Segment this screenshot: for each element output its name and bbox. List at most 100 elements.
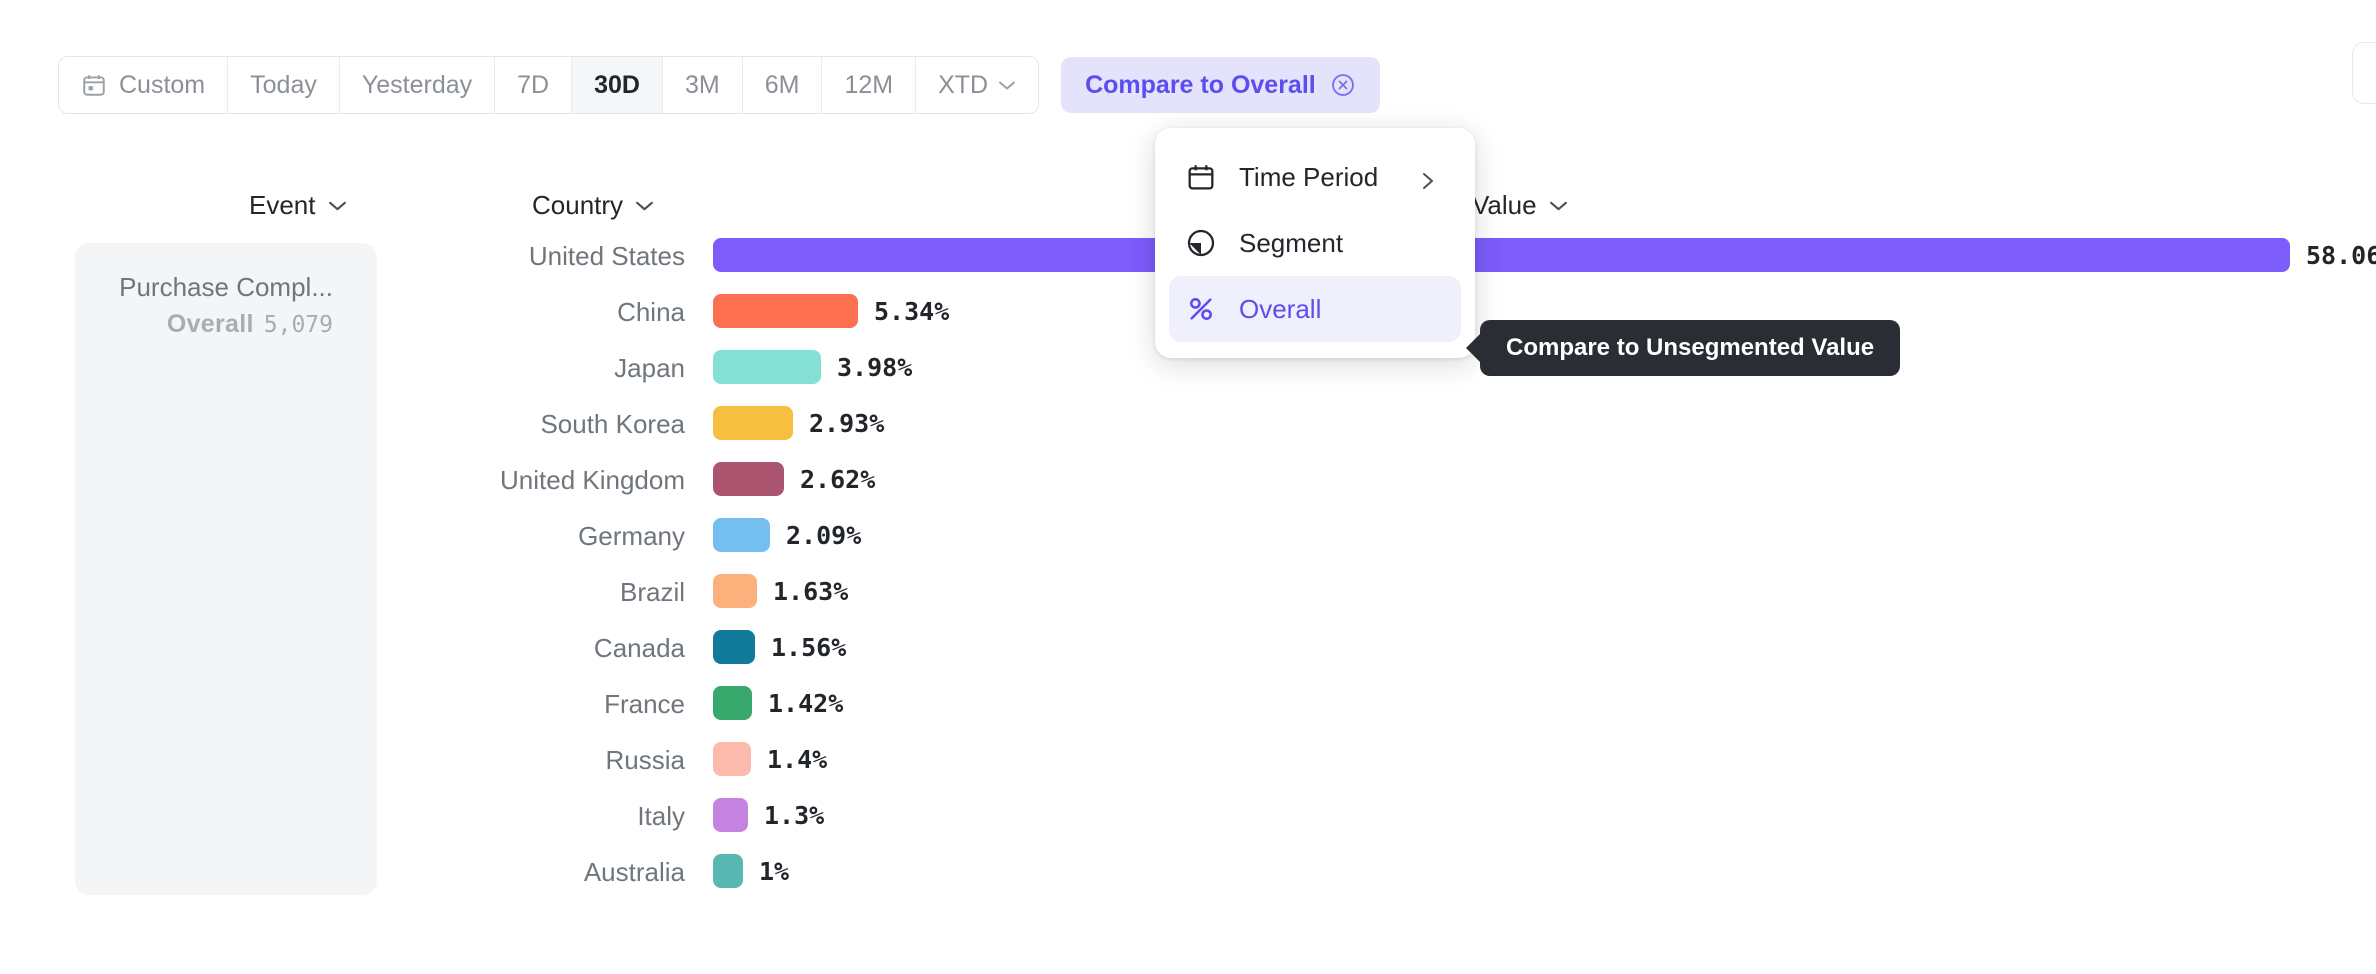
date-button-3m[interactable]: 3M: [662, 57, 743, 113]
bar-chart-row[interactable]: United States 58.06%: [0, 236, 2376, 292]
event-card-overall-value: 5,079: [263, 311, 333, 338]
bar-chart-row[interactable]: United Kingdom 2.62%: [0, 460, 2376, 516]
bar-segment[interactable]: [713, 686, 752, 720]
bar-chart-row[interactable]: Italy 1.3%: [0, 796, 2376, 852]
date-button-label: 30D: [594, 70, 640, 99]
date-button-6m[interactable]: 6M: [742, 57, 823, 113]
calendar-icon: [81, 72, 107, 98]
bar-chart-rows: United States 58.06% China 5.34% Japan 3.98% S…: [0, 236, 2376, 908]
bar-segment[interactable]: [713, 854, 743, 888]
bar-segment[interactable]: [713, 462, 784, 496]
bar-value-label: 1.4%: [767, 744, 828, 774]
date-button-7d[interactable]: 7D: [495, 57, 573, 113]
event-card-title: Purchase Compl...: [119, 272, 333, 302]
bar-row-bar-group: 1.4%: [713, 742, 827, 776]
bar-row-category-label: Australia: [583, 857, 685, 887]
date-button-today[interactable]: Today: [228, 57, 340, 113]
chevron-down-icon: [998, 80, 1016, 91]
menu-item-segment[interactable]: Segment: [1169, 210, 1461, 276]
event-card-overall-label: Overall: [166, 309, 254, 338]
bar-segment[interactable]: [713, 518, 770, 552]
bar-value-label: 2.62%: [800, 464, 876, 494]
bar-segment[interactable]: [713, 238, 2290, 272]
date-button-label: 7D: [517, 70, 550, 99]
bar-value-label: 2.93%: [809, 408, 885, 438]
bar-row-category-label: Brazil: [619, 577, 685, 607]
chevron-down-icon: [1549, 200, 1568, 212]
bar-row-bar-group: 2.62%: [713, 462, 875, 496]
bar-segment[interactable]: [713, 294, 858, 328]
date-button-yesterday[interactable]: Yesterday: [339, 57, 496, 113]
column-header-value[interactable]: Value: [1472, 190, 1568, 221]
menu-item-overall[interactable]: Overall: [1169, 276, 1461, 342]
bar-row-bar-group: 3.98%: [713, 350, 912, 384]
bar-value-label: 2.09%: [786, 520, 862, 550]
chevron-down-icon: [635, 200, 654, 212]
bar-row-category-label: France: [604, 689, 685, 719]
percent-icon: [1185, 293, 1239, 325]
bar-value-label: 3.98%: [837, 352, 913, 382]
bar-chart-row[interactable]: Australia 1%: [0, 852, 2376, 908]
bar-chart-row[interactable]: Brazil 1.63%: [0, 572, 2376, 628]
bar-row-bar-group: 1%: [713, 854, 789, 888]
calendar-icon: [1185, 161, 1239, 193]
compare-dropdown-menu: Time Period Segment: [1155, 128, 1475, 358]
date-button-xtd[interactable]: XTD: [916, 57, 1039, 113]
date-range-button-group[interactable]: Custom Today Yesterday 7D 30D 3M 6M 12M: [58, 56, 1040, 114]
toolbar-overflow-button[interactable]: [2352, 42, 2376, 104]
bar-value-label: 5.34%: [874, 296, 950, 326]
bar-row-bar-group: 2.93%: [713, 406, 884, 440]
bar-row-category-label: Italy: [637, 801, 685, 831]
bar-chart-row[interactable]: Canada 1.56%: [0, 628, 2376, 684]
bar-value-label: 1.3%: [764, 800, 825, 830]
bar-row-bar-group: 58.06%: [713, 238, 2376, 272]
date-button-label: 3M: [684, 70, 720, 99]
bar-chart-row[interactable]: Japan 3.98%: [0, 348, 2376, 404]
bar-chart-row[interactable]: Germany 2.09%: [0, 516, 2376, 572]
bar-segment[interactable]: [713, 350, 821, 384]
bar-chart-row[interactable]: France 1.42%: [0, 684, 2376, 740]
bar-row-category-label: Russia: [605, 745, 685, 775]
menu-item-time-period[interactable]: Time Period: [1169, 144, 1461, 210]
column-header-event[interactable]: Event: [249, 190, 347, 221]
bar-row-bar-group: 1.42%: [713, 686, 843, 720]
date-button-30d[interactable]: 30D: [572, 57, 663, 113]
bar-row-category-label: South Korea: [540, 409, 685, 439]
bar-value-label: 1%: [759, 856, 790, 886]
date-range-toolbar: Custom Today Yesterday 7D 30D 3M 6M 12M: [58, 56, 1380, 114]
date-button-label: 12M: [844, 70, 894, 99]
compare-to-overall-chip[interactable]: Compare to Overall: [1061, 57, 1380, 113]
bar-chart-row[interactable]: South Korea 2.93%: [0, 404, 2376, 460]
chevron-down-icon: [328, 200, 347, 212]
event-card[interactable]: Purchase Compl... Overall 5,079: [75, 243, 377, 895]
date-button-custom[interactable]: Custom: [59, 57, 229, 113]
bar-row-bar-group: 2.09%: [713, 518, 861, 552]
date-button-label: Custom: [119, 70, 206, 99]
bar-row-category-label: United States: [528, 241, 685, 271]
bar-row-category-label: Canada: [593, 633, 685, 663]
bar-row-category-label: China: [617, 297, 685, 327]
date-button-label: XTD: [938, 70, 989, 99]
pie-chart-icon: [1185, 227, 1239, 259]
bar-segment[interactable]: [713, 406, 793, 440]
compare-tooltip: Compare to Unsegmented Value: [1465, 320, 1901, 376]
bar-value-label: 1.42%: [768, 688, 844, 718]
date-button-label: Yesterday: [361, 70, 473, 99]
bar-segment[interactable]: [713, 630, 755, 664]
close-circle-icon[interactable]: [1330, 72, 1356, 98]
bar-row-category-label: Germany: [578, 521, 685, 551]
tooltip-text: Compare to Unsegmented Value: [1506, 334, 1875, 361]
column-header-label: Event: [249, 190, 316, 220]
column-header-country[interactable]: Country: [532, 190, 654, 221]
date-button-12m[interactable]: 12M: [822, 57, 917, 113]
date-button-label: Today: [250, 70, 317, 99]
bar-segment[interactable]: [713, 742, 751, 776]
menu-item-label: Time Period: [1239, 161, 1379, 192]
column-header-label: Country: [532, 190, 624, 220]
bar-segment[interactable]: [713, 574, 757, 608]
bar-chart-row[interactable]: Russia 1.4%: [0, 740, 2376, 796]
menu-item-label: Overall: [1239, 293, 1322, 324]
bar-chart-row[interactable]: China 5.34%: [0, 292, 2376, 348]
bar-segment[interactable]: [713, 798, 748, 832]
